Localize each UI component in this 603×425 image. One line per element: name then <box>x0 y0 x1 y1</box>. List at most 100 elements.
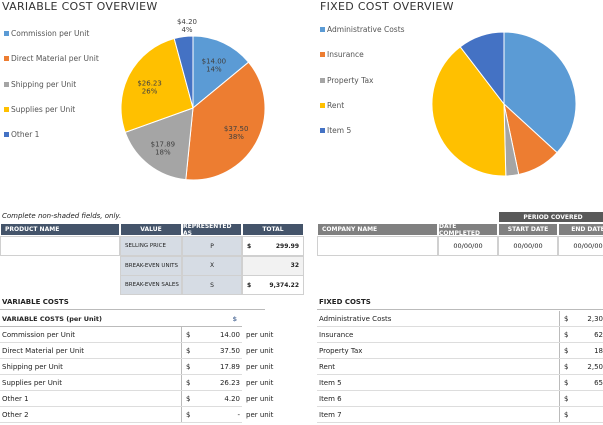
period-covered-header: PERIOD COVERED <box>498 211 603 223</box>
legend-item: Shipping per Unit <box>4 80 76 89</box>
cost-value[interactable]: 37.50 <box>219 346 240 355</box>
cost-value[interactable]: 26.23 <box>219 378 240 387</box>
legend-swatch <box>4 132 9 138</box>
divider <box>317 309 603 310</box>
total-value: 32 <box>290 262 299 269</box>
row-label: BREAK-EVEN UNITS <box>120 255 182 276</box>
variable-chart-title: VARIABLE COST OVERVIEW <box>2 0 158 13</box>
company-field[interactable]: 00/00/00 <box>438 236 498 256</box>
cost-value[interactable]: 14.00 <box>219 330 240 339</box>
variable-costs-title: VARIABLE COSTS <box>2 298 69 306</box>
variable-costs-header: VARIABLE COSTS (per Unit) $ <box>0 311 242 327</box>
data-label: $37.50 <box>224 125 249 133</box>
currency: $ <box>186 378 191 387</box>
legend-item: Rent <box>320 101 344 110</box>
cost-value[interactable]: 62 <box>594 330 603 339</box>
currency: $ <box>564 314 569 323</box>
legend-swatch <box>4 31 9 36</box>
fixed-chart-title: FIXED COST OVERVIEW <box>320 0 454 13</box>
unit-label: per unit <box>246 363 274 371</box>
cost-label: Administrative Costs <box>317 311 560 326</box>
legend-label: Item 5 <box>327 126 352 136</box>
legend-item: Direct Material per Unit <box>4 54 99 63</box>
table-row: Rent $2,50 <box>317 359 603 375</box>
unit-label: per unit <box>246 395 274 403</box>
pie-slice <box>503 31 577 154</box>
divider <box>0 309 265 310</box>
currency: $ <box>564 330 569 339</box>
column-header: PRODUCT NAME <box>0 223 120 236</box>
table-row: Direct Material per Unit $37.50 <box>0 343 242 359</box>
cost-label: Direct Material per Unit <box>0 343 182 358</box>
legend-swatch <box>320 52 325 58</box>
legend-swatch <box>320 77 325 83</box>
company-field[interactable]: 00/00/00 <box>498 236 558 256</box>
column-header: VALUE <box>120 223 182 236</box>
table-row: Property Tax $18 <box>317 343 603 359</box>
cost-value[interactable]: 17.89 <box>219 362 240 371</box>
cost-value[interactable]: 18 <box>594 346 603 355</box>
table-row: Commission per Unit $14.00 <box>0 327 242 343</box>
company-field[interactable] <box>317 236 438 256</box>
cost-value[interactable]: 65 <box>594 378 603 387</box>
legend-label: Supplies per Unit <box>11 104 76 114</box>
cost-value[interactable]: 4.20 <box>224 394 240 403</box>
legend-label: Insurance <box>327 50 364 60</box>
table-row: Administrative Costs $2,30 <box>317 311 603 327</box>
currency: $ <box>564 410 569 419</box>
total-value: 299.99 <box>275 242 299 250</box>
pie-slice <box>173 35 194 109</box>
legend-item: Other 1 <box>4 130 39 139</box>
row-total[interactable]: $299.99 <box>242 236 304 256</box>
row-label: BREAK-EVEN SALES <box>120 275 182 295</box>
column-header: END DATE <box>558 223 603 236</box>
currency: $ <box>564 378 569 387</box>
data-label: $14.00 <box>202 58 227 66</box>
data-label: $26.23 <box>137 79 162 87</box>
pie-slice <box>431 46 507 177</box>
data-label: 38% <box>228 133 244 141</box>
column-header: COMPANY NAME <box>317 223 438 236</box>
pie-slice <box>192 35 250 110</box>
currency: $ <box>564 394 569 403</box>
pie-slice <box>120 37 194 133</box>
row-symbol: X <box>182 255 242 276</box>
legend-label: Commission per Unit <box>11 29 90 38</box>
row-label: SELLING PRICE <box>120 236 182 256</box>
legend-item: Commission per Unit <box>4 29 89 38</box>
cost-value[interactable]: - <box>237 410 240 419</box>
unit-label: per unit <box>246 331 274 339</box>
pie-slice <box>124 107 194 181</box>
legend-item: Administrative Costs <box>320 25 405 34</box>
instruction-note: Complete non-shaded fields, only. <box>2 212 122 220</box>
header-currency: $ <box>232 314 237 323</box>
legend-label: Other 1 <box>11 130 40 140</box>
cost-value[interactable]: 2,30 <box>587 314 603 323</box>
currency: $ <box>564 346 569 355</box>
legend-label: Administrative Costs <box>327 25 405 34</box>
legend-label: Rent <box>327 100 345 110</box>
legend-swatch <box>320 27 325 32</box>
legend-item: Supplies per Unit <box>4 105 75 114</box>
product-name-input[interactable] <box>0 236 120 256</box>
currency: $ <box>186 410 191 419</box>
column-header: REPRESENTED AS <box>182 223 242 237</box>
legend-swatch <box>4 56 9 62</box>
cost-label: Other 2 <box>0 407 182 422</box>
table-row: Item 6 $ <box>317 391 603 407</box>
table-row: Other 2 $ - <box>0 407 242 423</box>
data-label: 18% <box>155 149 171 157</box>
legend-swatch <box>320 102 325 108</box>
legend-label: Direct Material per Unit <box>11 54 99 64</box>
cost-label: Property Tax <box>317 343 560 358</box>
company-field[interactable]: 00/00/00 <box>558 236 603 256</box>
cost-label: Insurance <box>317 327 560 342</box>
unit-label: per unit <box>246 347 274 355</box>
cost-label: Shipping per Unit <box>0 359 182 374</box>
cost-value[interactable]: 2,50 <box>587 362 603 371</box>
table-row: Item 7 $ <box>317 407 603 423</box>
cost-label: Item 7 <box>317 407 560 422</box>
unit-label: per unit <box>246 379 274 387</box>
row-total: $9,374.22 <box>242 275 304 295</box>
table-row: Shipping per Unit $17.89 <box>0 359 242 375</box>
